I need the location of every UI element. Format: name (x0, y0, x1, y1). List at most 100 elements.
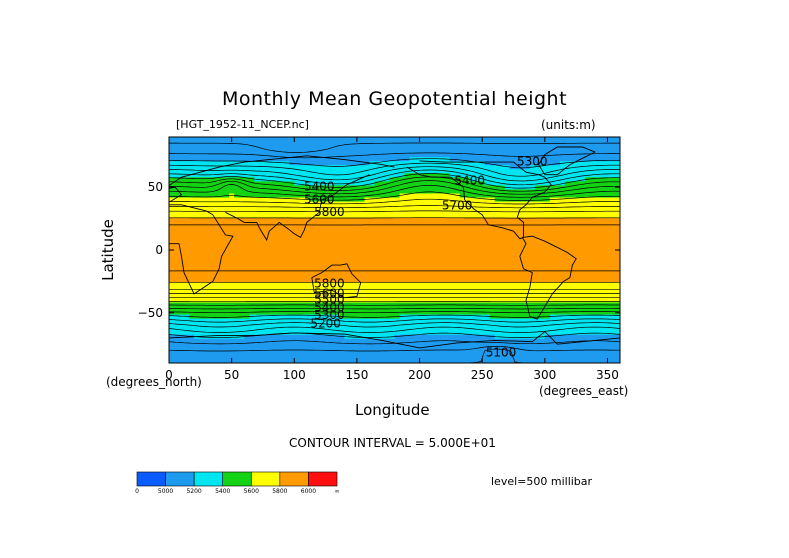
band-cell (469, 145, 476, 150)
band-cell (559, 270, 566, 275)
band-cell (369, 330, 376, 336)
band-cell (264, 225, 270, 231)
band-cell (414, 189, 421, 195)
band-cell (244, 225, 250, 231)
band-cell (179, 229, 185, 235)
band-cell (394, 266, 401, 271)
band-cell (184, 205, 190, 211)
band-cell (449, 286, 456, 291)
band-cell (234, 354, 240, 360)
band-cell (319, 229, 325, 235)
band-cell (204, 221, 210, 227)
band-cell (524, 189, 531, 195)
band-cell (419, 141, 426, 146)
band-cell (574, 262, 581, 267)
band-cell (304, 141, 310, 146)
band-cell (564, 342, 571, 348)
band-cell (409, 322, 416, 328)
band-cell (434, 165, 441, 170)
band-cell (269, 330, 275, 336)
band-cell (229, 181, 235, 187)
band-cell (239, 358, 245, 363)
band-cell (184, 354, 190, 360)
band-cell (349, 165, 356, 170)
band-cell (424, 225, 431, 231)
band-cell (224, 217, 230, 223)
band-cell (364, 258, 371, 263)
band-cell (614, 245, 620, 251)
band-cell (384, 193, 391, 199)
band-cell (179, 221, 185, 227)
band-cell (434, 141, 441, 146)
band-cell (284, 229, 290, 235)
band-cell (489, 294, 496, 300)
band-cell (459, 241, 466, 247)
band-cell (544, 282, 551, 287)
band-cell (419, 137, 426, 142)
band-cell (459, 233, 466, 239)
band-cell (459, 165, 466, 170)
band-cell (514, 274, 521, 279)
band-cell (354, 213, 361, 219)
band-cell (534, 266, 541, 271)
band-cell (369, 342, 376, 348)
band-cell (334, 274, 340, 279)
band-cell (309, 270, 315, 275)
band-cell (284, 177, 290, 182)
band-cell (579, 346, 586, 352)
band-cell (194, 278, 200, 283)
band-cell (604, 294, 611, 300)
band-cell (604, 149, 611, 154)
band-cell (604, 205, 611, 211)
band-cell (444, 258, 451, 263)
band-cell (354, 245, 361, 251)
band-cell (384, 137, 391, 142)
band-cell (484, 233, 491, 239)
band-cell (199, 197, 205, 203)
band-cell (199, 217, 205, 223)
band-cell (424, 169, 431, 174)
band-cell (374, 157, 381, 162)
band-cell (454, 137, 461, 142)
band-cell (539, 354, 546, 360)
band-cell (324, 334, 330, 340)
band-cell (299, 318, 305, 324)
band-cell (509, 161, 516, 166)
band-cell (359, 298, 366, 304)
band-cell (279, 358, 285, 363)
band-cell (229, 322, 235, 328)
band-cell (544, 262, 551, 267)
band-cell (464, 306, 471, 312)
band-cell (239, 197, 245, 203)
band-cell (239, 221, 245, 227)
band-cell (509, 169, 516, 174)
band-cell (299, 169, 305, 174)
band-cell (564, 310, 571, 316)
band-cell (239, 290, 245, 295)
band-cell (209, 225, 215, 231)
band-cell (429, 209, 436, 215)
band-cell (419, 241, 426, 247)
band-cell (414, 262, 421, 267)
band-cell (329, 165, 335, 170)
band-cell (369, 326, 376, 332)
band-cell (569, 137, 576, 142)
band-cell (479, 233, 486, 239)
band-cell (604, 201, 611, 207)
band-cell (464, 149, 471, 154)
band-cell (364, 185, 371, 191)
band-cell (174, 286, 180, 291)
band-cell (169, 241, 175, 247)
band-cell (509, 314, 516, 320)
band-cell (549, 298, 556, 304)
band-cell (519, 346, 526, 352)
band-cell (239, 330, 245, 336)
band-cell (404, 197, 411, 203)
band-cell (539, 149, 546, 154)
band-cell (529, 245, 536, 251)
band-cell (349, 217, 356, 223)
band-cell (404, 254, 411, 259)
band-cell (204, 318, 210, 324)
band-cell (264, 298, 270, 304)
band-cell (589, 137, 596, 142)
